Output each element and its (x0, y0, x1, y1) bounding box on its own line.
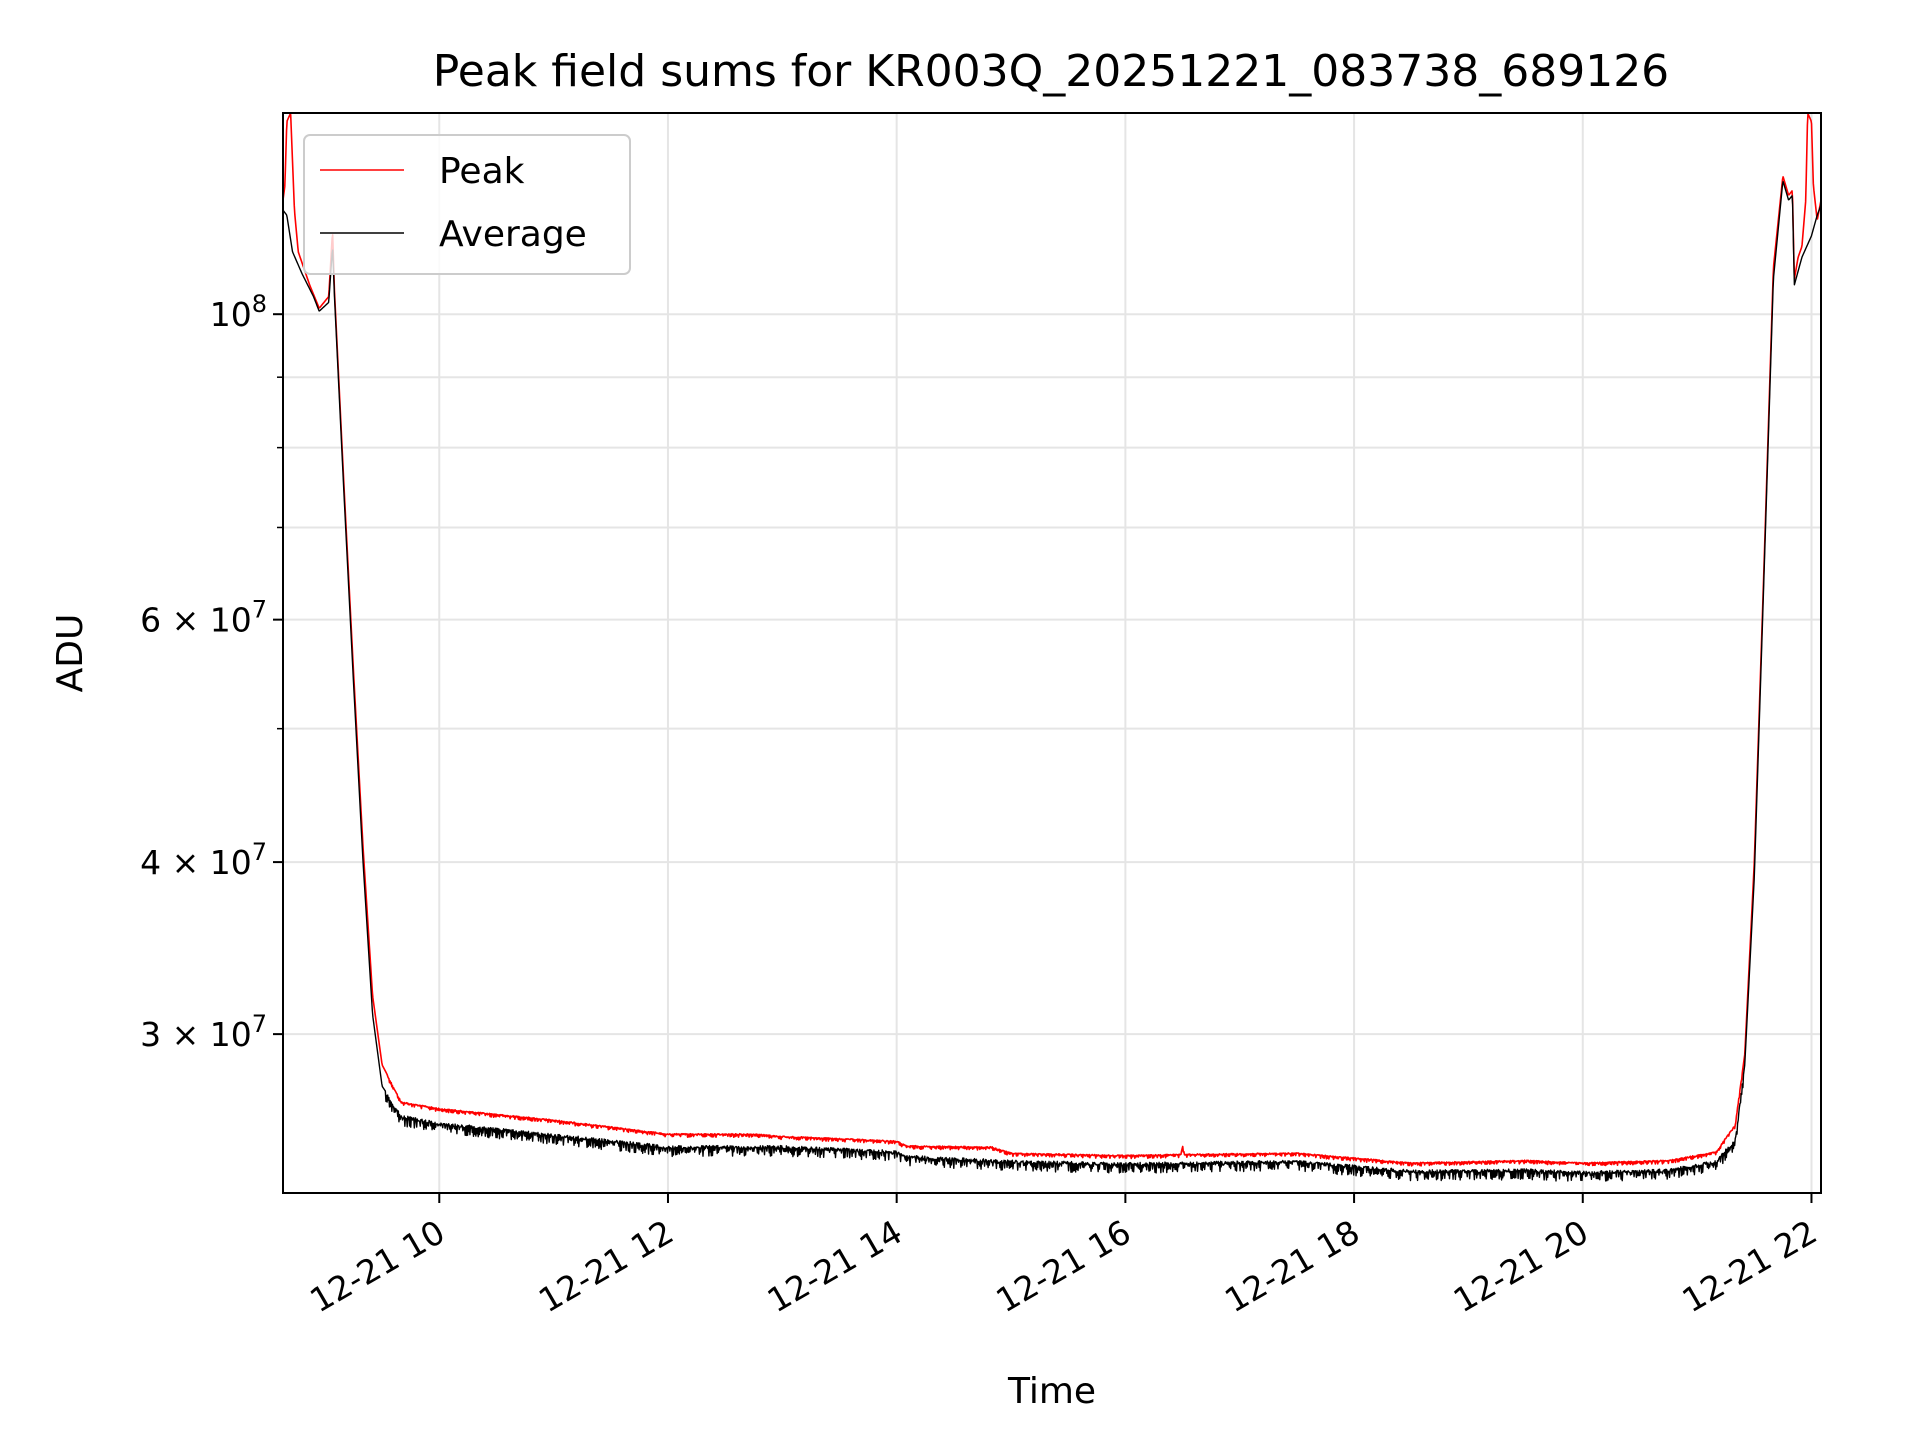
grid (283, 113, 1821, 1193)
chart-title: Peak field sums for KR003Q_20251221_0837… (433, 46, 1669, 97)
y-tick-mantissa: 6 (140, 601, 161, 640)
y-tick-label: 108 (210, 290, 267, 334)
y-tick-exponent: 7 (252, 596, 267, 624)
legend-label-average: Average (439, 214, 587, 255)
y-tick-label: 4 × 107 (140, 838, 267, 882)
legend-label-peak: Peak (439, 151, 525, 192)
y-tick-mantissa: 3 (140, 1015, 161, 1054)
series-line-peak (282, 112, 1822, 1167)
y-tick-base: 10 (210, 295, 252, 334)
y-tick-times: × 10 (161, 1015, 252, 1054)
y-tick-label: 3 × 107 (140, 1010, 267, 1054)
legend: Peak Average (303, 134, 631, 275)
y-tick-mantissa: 4 (140, 843, 161, 882)
x-axis-label: Time (1007, 1371, 1096, 1412)
y-tick-exponent: 8 (252, 290, 267, 318)
plot-series (282, 112, 1822, 1182)
y-tick-label: 6 × 107 (140, 596, 267, 640)
y-tick-times: × 10 (161, 601, 252, 640)
y-tick-exponent: 7 (252, 1010, 267, 1038)
y-tick-times: × 10 (161, 843, 252, 882)
plot-frame (282, 112, 1822, 1194)
y-tick-exponent: 7 (252, 838, 267, 866)
y-axis-label: ADU (50, 614, 91, 693)
series-line-average (282, 180, 1822, 1182)
